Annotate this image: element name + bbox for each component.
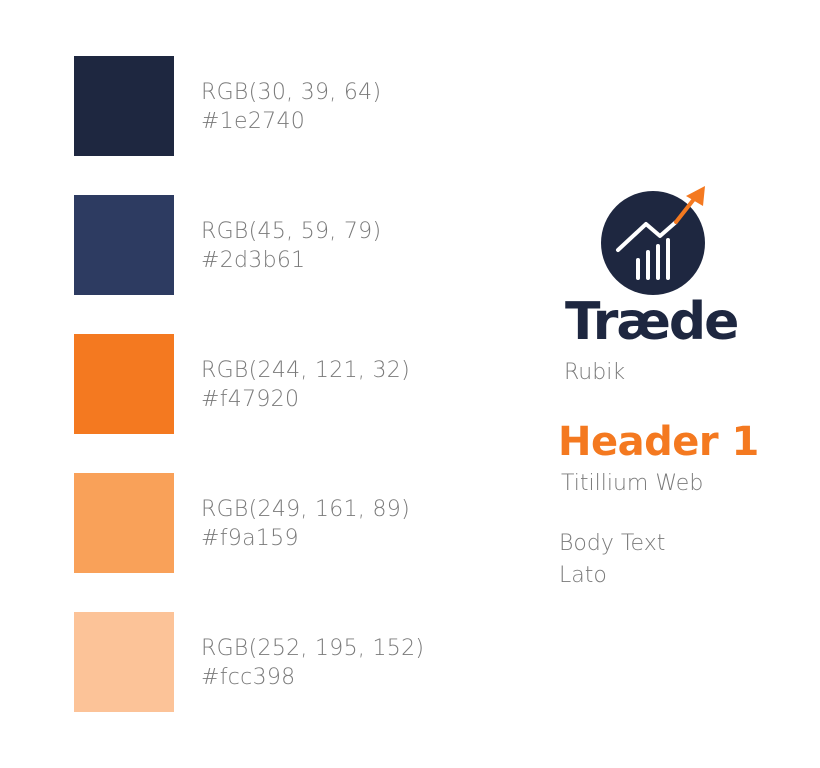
body-sample: Body Text xyxy=(559,531,666,556)
swatch-text: RGB(249, 161, 89) #f9a159 xyxy=(201,495,410,553)
swatch-rgb: RGB(244, 121, 32) xyxy=(201,358,410,383)
swatch-text: RGB(45, 59, 79) #2d3b61 xyxy=(201,217,381,275)
swatch-rgb: RGB(30, 39, 64) xyxy=(201,80,382,105)
swatch-hex: #fcc398 xyxy=(201,665,296,690)
logo-font-label: Rubik xyxy=(564,360,626,385)
swatch-text: RGB(30, 39, 64) #1e2740 xyxy=(201,78,381,136)
header-sample: Header 1 xyxy=(558,419,759,465)
color-swatch xyxy=(74,334,174,434)
body-font-label: Lato xyxy=(559,563,607,588)
swatch-hex: #f47920 xyxy=(201,387,300,412)
color-swatch xyxy=(74,612,174,712)
swatch-hex: #1e2740 xyxy=(201,109,306,134)
swatch-rgb: RGB(252, 195, 152) xyxy=(201,636,425,661)
swatch-hex: #2d3b61 xyxy=(201,248,306,273)
brand-name: Træde xyxy=(565,292,739,352)
header-font-label: Titillium Web xyxy=(561,471,704,496)
swatch-hex: #f9a159 xyxy=(201,526,299,551)
swatch-text: RGB(252, 195, 152) #fcc398 xyxy=(201,634,424,692)
swatch-rgb: RGB(45, 59, 79) xyxy=(201,219,382,244)
swatch-rgb: RGB(249, 161, 89) xyxy=(201,497,410,522)
color-swatch xyxy=(74,56,174,156)
color-swatch xyxy=(74,473,174,573)
swatch-text: RGB(244, 121, 32) #f47920 xyxy=(201,356,410,414)
chart-growth-icon xyxy=(601,186,705,295)
color-swatch xyxy=(74,195,174,295)
